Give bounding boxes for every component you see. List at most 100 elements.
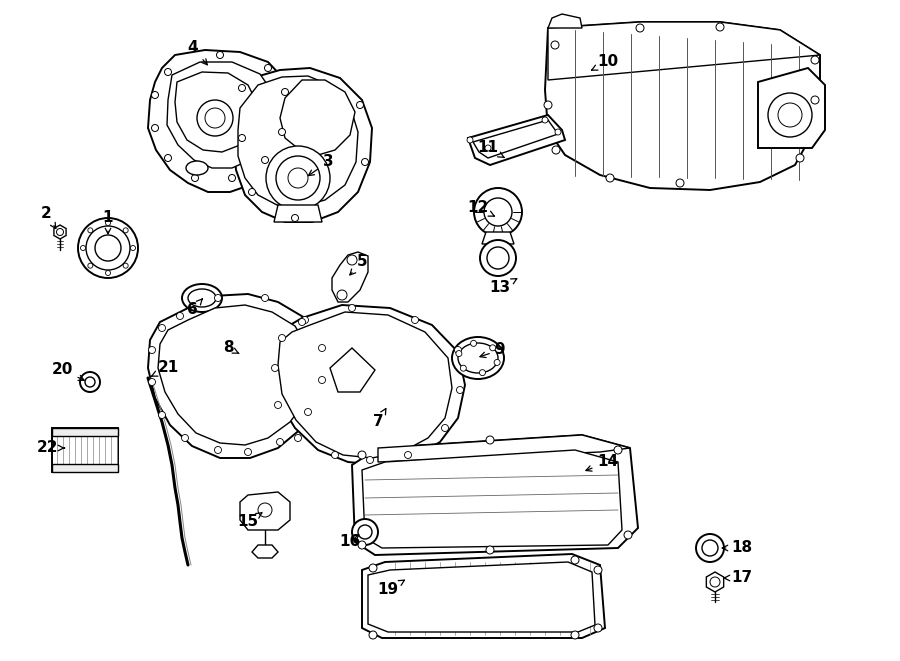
Circle shape <box>352 519 378 545</box>
Circle shape <box>151 124 158 132</box>
Circle shape <box>636 24 644 32</box>
Circle shape <box>276 156 320 200</box>
Circle shape <box>197 100 233 136</box>
Text: 15: 15 <box>238 513 262 529</box>
Circle shape <box>85 377 95 387</box>
Circle shape <box>360 367 396 403</box>
Text: 6: 6 <box>186 299 202 317</box>
Polygon shape <box>240 492 290 530</box>
Polygon shape <box>368 562 595 632</box>
Polygon shape <box>352 435 638 555</box>
Circle shape <box>80 372 100 392</box>
Circle shape <box>105 270 111 276</box>
Polygon shape <box>148 50 292 192</box>
Circle shape <box>606 174 614 182</box>
Circle shape <box>555 129 561 135</box>
Circle shape <box>276 438 284 446</box>
Polygon shape <box>362 554 605 638</box>
Circle shape <box>148 379 156 385</box>
Circle shape <box>266 146 330 210</box>
Circle shape <box>86 226 130 270</box>
Circle shape <box>205 108 225 128</box>
Polygon shape <box>332 252 368 302</box>
Circle shape <box>716 23 724 31</box>
Circle shape <box>710 577 720 587</box>
Polygon shape <box>278 312 452 458</box>
Circle shape <box>158 412 166 418</box>
Circle shape <box>614 446 622 454</box>
Polygon shape <box>378 435 630 462</box>
Circle shape <box>467 137 473 143</box>
Circle shape <box>404 451 411 459</box>
Circle shape <box>811 56 819 64</box>
Ellipse shape <box>452 337 504 379</box>
Polygon shape <box>175 72 258 152</box>
Circle shape <box>105 221 111 225</box>
Circle shape <box>358 525 372 539</box>
Circle shape <box>265 65 272 71</box>
Polygon shape <box>473 120 558 158</box>
Polygon shape <box>148 294 325 458</box>
Polygon shape <box>52 428 118 436</box>
Text: 10: 10 <box>591 54 618 70</box>
Circle shape <box>78 218 138 278</box>
Circle shape <box>57 229 64 235</box>
Circle shape <box>370 377 386 393</box>
Text: 1: 1 <box>103 210 113 234</box>
Circle shape <box>778 103 802 127</box>
Circle shape <box>356 102 364 108</box>
Circle shape <box>245 449 251 455</box>
Polygon shape <box>545 22 820 190</box>
Circle shape <box>80 245 86 251</box>
Circle shape <box>319 344 326 352</box>
Circle shape <box>319 377 326 383</box>
Circle shape <box>551 41 559 49</box>
Text: 2: 2 <box>40 206 56 229</box>
Circle shape <box>336 343 420 427</box>
Circle shape <box>474 188 522 236</box>
Circle shape <box>262 295 268 301</box>
Circle shape <box>411 317 418 323</box>
Polygon shape <box>54 225 66 239</box>
Circle shape <box>486 546 494 554</box>
Circle shape <box>340 317 370 347</box>
Circle shape <box>594 566 602 574</box>
Circle shape <box>282 89 289 95</box>
Circle shape <box>331 451 338 459</box>
Circle shape <box>456 350 462 356</box>
Circle shape <box>123 263 128 268</box>
Circle shape <box>486 436 494 444</box>
Polygon shape <box>167 62 275 168</box>
Text: 17: 17 <box>724 570 752 586</box>
Circle shape <box>456 387 464 393</box>
Text: 4: 4 <box>188 40 207 65</box>
Circle shape <box>494 360 500 366</box>
Circle shape <box>182 434 188 442</box>
Ellipse shape <box>186 161 208 175</box>
Circle shape <box>123 228 128 233</box>
Polygon shape <box>468 115 565 165</box>
Text: 19: 19 <box>377 580 404 598</box>
Circle shape <box>337 290 347 300</box>
Circle shape <box>158 325 166 332</box>
Circle shape <box>480 369 485 375</box>
Circle shape <box>460 365 466 371</box>
Circle shape <box>571 631 579 639</box>
Circle shape <box>348 305 356 311</box>
Polygon shape <box>362 450 622 548</box>
Circle shape <box>274 401 282 408</box>
Text: 20: 20 <box>51 362 85 381</box>
Circle shape <box>176 313 184 319</box>
Circle shape <box>768 93 812 137</box>
Circle shape <box>480 240 516 276</box>
Circle shape <box>288 168 308 188</box>
Circle shape <box>299 319 305 325</box>
Circle shape <box>358 451 366 459</box>
Circle shape <box>151 91 158 98</box>
Polygon shape <box>272 305 465 465</box>
Circle shape <box>302 317 309 323</box>
Text: 14: 14 <box>586 455 618 471</box>
Circle shape <box>490 345 496 351</box>
Polygon shape <box>482 232 514 244</box>
Text: 7: 7 <box>373 408 386 430</box>
